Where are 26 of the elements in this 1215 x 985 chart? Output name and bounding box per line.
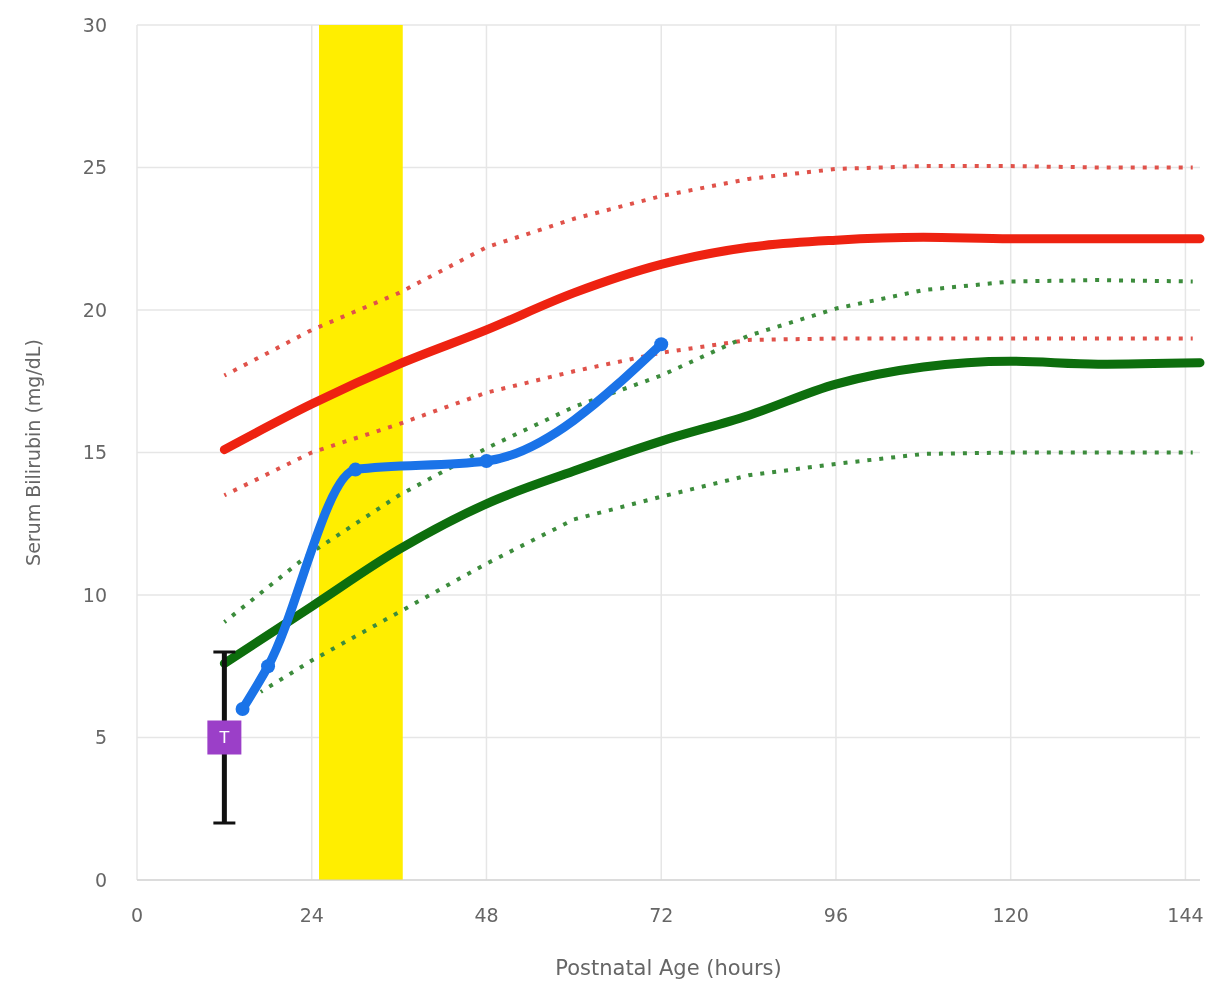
line-series (222, 164, 1195, 378)
line-series (222, 278, 1195, 625)
y-tick-label: 0 (94, 868, 107, 891)
point (479, 454, 494, 469)
y-tick-label: 30 (82, 13, 107, 36)
x-tick-label: 120 (992, 904, 1029, 926)
x-axis-title: Postnatal Age (hours) (555, 956, 782, 980)
y-tick-label: 5 (94, 726, 107, 749)
x-tick-label: 48 (474, 904, 499, 926)
point (261, 659, 276, 674)
y-tick-label: 25 (82, 156, 107, 179)
line-series (258, 450, 1195, 694)
x-tick-label: 24 (299, 904, 324, 926)
annotation: T (218, 728, 230, 748)
y-tick-label: 20 (82, 298, 107, 321)
x-tick-label: 72 (649, 904, 674, 926)
point (654, 337, 669, 352)
line-series (222, 336, 1195, 498)
point (348, 462, 363, 477)
y-tick-label: 10 (82, 583, 107, 606)
x-tick-label: 96 (823, 904, 849, 926)
y-tick-label: 15 (82, 441, 107, 464)
point (235, 702, 250, 716)
x-tick-label: 0 (130, 904, 144, 926)
y-axis-title: Serum Bilirubin (mg/dL) (22, 339, 44, 566)
x-tick-label: 144 (1167, 904, 1204, 926)
